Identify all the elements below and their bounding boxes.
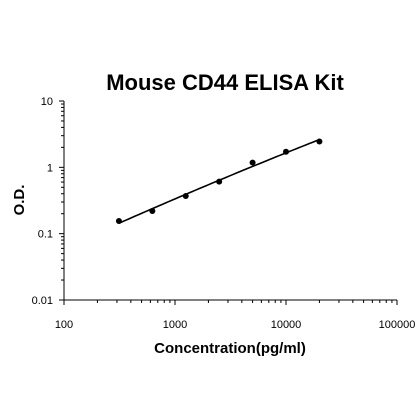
data-point: [283, 148, 289, 155]
data-point: [216, 178, 223, 185]
y-axis-label: O.D.: [11, 185, 28, 216]
plot-area: 0.01 0.1 1 10 100 1000 10000 100000: [32, 96, 416, 331]
data-point: [182, 192, 189, 199]
chart-title: Mouse CD44 ELISA Kit: [106, 70, 344, 95]
data-point: [115, 218, 122, 225]
data-point: [149, 207, 156, 214]
data-point: [316, 138, 323, 145]
y-tick-label: 0.01: [32, 295, 53, 307]
data-point: [249, 159, 256, 166]
y-tick-label: 0.1: [38, 229, 53, 241]
y-tick-label: 10: [41, 96, 53, 108]
x-tick-label: 1000: [163, 319, 187, 331]
x-tick-label: 10000: [271, 319, 302, 331]
y-tick-label: 1: [47, 162, 53, 174]
x-tick-label: 100: [55, 319, 73, 331]
x-axis-label: Concentration(pg/ml): [154, 340, 306, 357]
x-tick-label: 100000: [379, 319, 416, 331]
